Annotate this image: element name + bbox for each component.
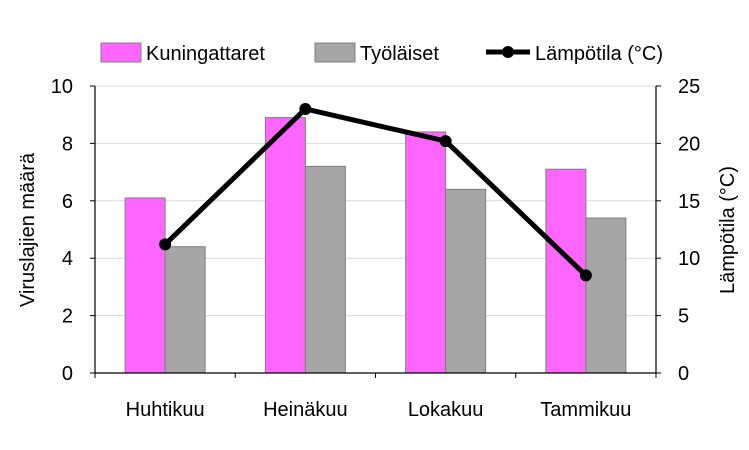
- legend-item-lampotila: Lämpötila (°C): [486, 43, 663, 65]
- bar-tyolaiset: [304, 165, 346, 374]
- y-tick-label: 2: [62, 306, 73, 328]
- y-tick-label: 4: [62, 248, 73, 270]
- temperature-point: [159, 238, 172, 251]
- temperature-point: [299, 102, 312, 115]
- bar-tyolaiset: [585, 217, 627, 374]
- legend-label-tyolaiset: Työläiset: [360, 43, 439, 65]
- axes: [90, 85, 661, 378]
- legend-swatch-kuningattaret: [100, 42, 142, 63]
- temperature-line-path: [163, 106, 588, 278]
- bar-kuningattaret: [405, 131, 447, 374]
- y-tick-label: 8: [62, 133, 73, 155]
- tick-labels: 0 2 4 6 8 10 0 5 10 15 20 25 Huhtikuu Heinäkuu Lokakuu…: [51, 76, 701, 421]
- y2-tick-label: 0: [678, 363, 689, 385]
- legend: Kuningattaret Työläiset Lämpötila (°C): [100, 42, 663, 65]
- legend-label-kuningattaret: Kuningattaret: [146, 43, 265, 65]
- x-tick-label: Tammikuu: [540, 399, 631, 421]
- x-tick-label: Huhtikuu: [126, 399, 205, 421]
- temperature-point: [579, 269, 592, 282]
- y2-tick-label: 25: [678, 76, 700, 98]
- temperature-point: [439, 135, 452, 148]
- bar-kuningattaret: [264, 117, 306, 374]
- legend-item-tyolaiset: Työläiset: [314, 42, 439, 65]
- y-tick-label: 0: [62, 363, 73, 385]
- y2-tick-label: 20: [678, 133, 700, 155]
- bar-tyolaiset: [164, 246, 206, 374]
- legend-item-kuningattaret: Kuningattaret: [100, 42, 265, 65]
- legend-label-lampotila: Lämpötila (°C): [535, 43, 663, 65]
- y-tick-label: 10: [51, 76, 73, 98]
- bar-tyolaiset: [445, 188, 487, 374]
- x-tick-label: Lokakuu: [408, 399, 484, 421]
- y2-tick-label: 5: [678, 306, 689, 328]
- y2-tick-label: 15: [678, 191, 700, 213]
- y-tick-label: 6: [62, 191, 73, 213]
- legend-swatch-tyolaiset: [314, 42, 356, 63]
- temperature-line: [159, 102, 592, 282]
- legend-marker-lampotila: [502, 46, 514, 58]
- bars: [124, 117, 627, 374]
- y-axis-label: Viruslajien määrä: [17, 152, 39, 307]
- y2-axis-label: Lämpötila (°C): [717, 166, 739, 294]
- x-tick-label: Heinäkuu: [263, 399, 348, 421]
- bar-kuningattaret: [124, 197, 166, 374]
- y2-tick-label: 10: [678, 248, 700, 270]
